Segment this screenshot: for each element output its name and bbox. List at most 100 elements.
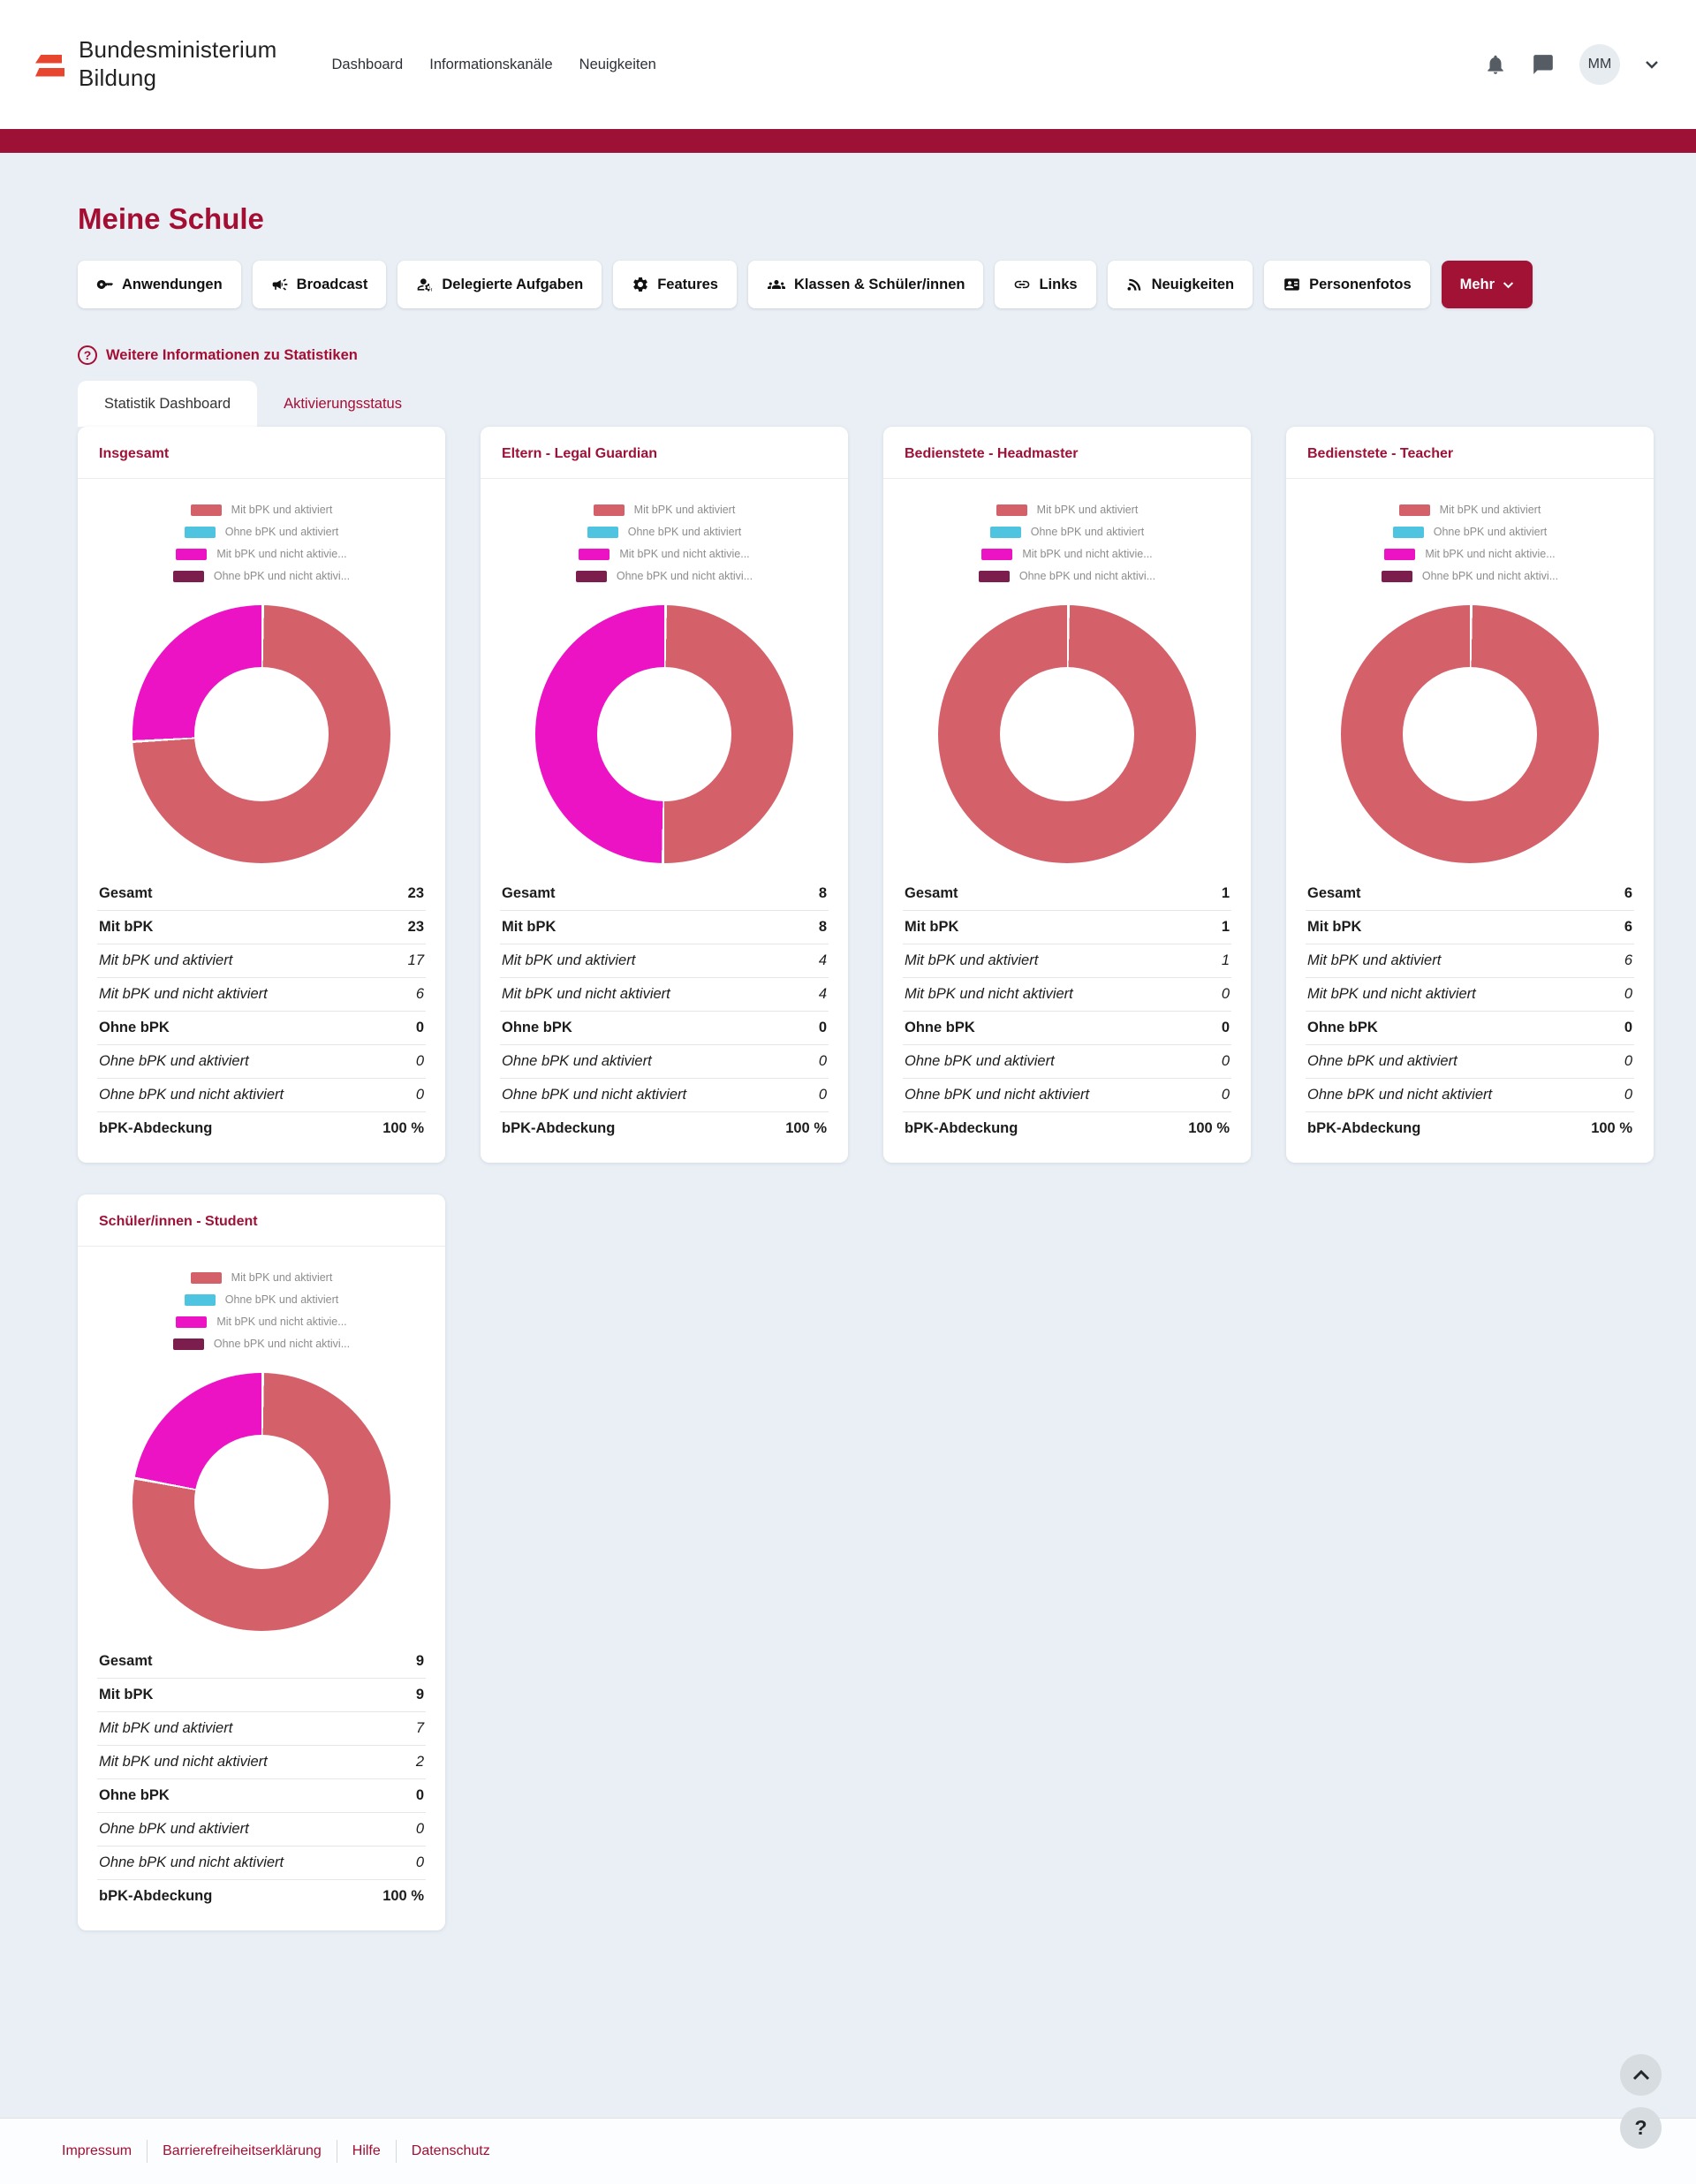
legend-swatch bbox=[593, 504, 625, 516]
stat-value: 1 bbox=[1221, 885, 1230, 901]
legend-swatch bbox=[575, 570, 607, 582]
legend-label: Mit bPK und aktiviert bbox=[231, 1271, 333, 1284]
stat-row: Mit bPK und aktiviert 7 bbox=[97, 1712, 426, 1746]
stat-row: Ohne bPK und aktiviert 0 bbox=[1306, 1045, 1634, 1079]
stat-value: 8 bbox=[818, 919, 827, 935]
stat-value: 100 % bbox=[382, 1120, 424, 1136]
personenfotos-button[interactable]: Personenfotos bbox=[1264, 261, 1430, 308]
gears-icon bbox=[633, 277, 647, 292]
legend-swatch bbox=[1384, 548, 1416, 560]
legend-item: Ohne bPK und aktiviert bbox=[1286, 526, 1654, 538]
id-card-icon bbox=[1284, 278, 1299, 291]
legend-swatch bbox=[1398, 504, 1430, 516]
question-circle-icon: ? bbox=[78, 345, 97, 365]
legend-item: Ohne bPK und nicht aktivi... bbox=[481, 570, 848, 582]
users-icon bbox=[767, 280, 785, 289]
donut-hole bbox=[597, 667, 731, 801]
stat-label: Gesamt bbox=[502, 885, 556, 901]
stat-value: 23 bbox=[407, 919, 424, 935]
footer-impressum-link[interactable]: Impressum bbox=[62, 2143, 132, 2158]
stat-value: 9 bbox=[415, 1687, 424, 1702]
card-title: Insgesamt bbox=[99, 446, 170, 461]
stat-value: 0 bbox=[818, 1087, 827, 1103]
stat-label: Mit bPK bbox=[905, 919, 959, 935]
footer-hilfe-link[interactable]: Hilfe bbox=[336, 2140, 396, 2163]
user-avatar[interactable]: MM bbox=[1579, 44, 1620, 85]
messages-chat-icon[interactable] bbox=[1532, 53, 1555, 76]
legend-item: Mit bPK und aktiviert bbox=[78, 1271, 445, 1284]
legend-swatch bbox=[190, 1271, 222, 1284]
help-button[interactable]: ? bbox=[1620, 2107, 1662, 2149]
donut-hole bbox=[194, 667, 329, 801]
brand-logo[interactable]: Bundesministerium Bildung bbox=[35, 36, 277, 92]
chart-legend: Mit bPK und aktiviert Ohne bPK und aktivi… bbox=[883, 504, 1251, 582]
statistics-card: Bedienstete - Headmaster Mit bPK und akt… bbox=[883, 427, 1251, 1163]
stat-row: Mit bPK und aktiviert 4 bbox=[500, 944, 829, 978]
legend-label: Ohne bPK und nicht aktivi... bbox=[1018, 570, 1156, 582]
stat-label: Ohne bPK bbox=[1307, 1020, 1378, 1035]
brand-line2: Bildung bbox=[79, 64, 157, 91]
stat-label: Mit bPK bbox=[99, 919, 154, 935]
statistics-table: Gesamt 1 Mit bPK 1 Mit bPK und aktiviert 1 Mit… bbox=[883, 872, 1251, 1163]
stat-label: Mit bPK und aktiviert bbox=[99, 1720, 233, 1736]
notifications-bell-icon[interactable] bbox=[1484, 53, 1507, 76]
app-header: Bundesministerium Bildung Dashboard Info… bbox=[0, 0, 1696, 129]
stat-row: Ohne bPK und nicht aktiviert 0 bbox=[97, 1847, 426, 1880]
legend-item: Mit bPK und nicht aktivie... bbox=[78, 548, 445, 560]
main-content: Meine Schule Anwendungen Broadcast Deleg… bbox=[0, 202, 1696, 1930]
legend-item: Mit bPK und aktiviert bbox=[78, 504, 445, 516]
donut-chart: Mit bPK und aktiviert Ohne bPK und aktivi… bbox=[1286, 479, 1654, 863]
stat-label: Ohne bPK bbox=[905, 1020, 975, 1035]
statistics-info-link[interactable]: ? Weitere Informationen zu Statistiken bbox=[78, 345, 358, 365]
legend-label: Mit bPK und nicht aktivie... bbox=[619, 548, 750, 560]
stat-row: Mit bPK 9 bbox=[97, 1679, 426, 1712]
statistics-card: Schüler/innen - Student Mit bPK und akti… bbox=[78, 1194, 445, 1930]
stat-label: bPK-Abdeckung bbox=[99, 1120, 213, 1136]
statistics-tabs: Statistik Dashboard Aktivierungsstatus bbox=[78, 381, 1654, 427]
footer-barrierefreiheit-link[interactable]: Barrierefreiheitserklärung bbox=[147, 2140, 337, 2163]
donut-hole bbox=[194, 1435, 329, 1569]
card-title: Eltern - Legal Guardian bbox=[502, 446, 658, 461]
chevron-down-icon bbox=[1503, 281, 1514, 288]
legend-label: Mit bPK und aktiviert bbox=[633, 504, 736, 516]
tab-statistik-dashboard[interactable]: Statistik Dashboard bbox=[78, 381, 258, 427]
card-header: Schüler/innen - Student bbox=[78, 1194, 445, 1247]
stat-row: Ohne bPK und nicht aktiviert 0 bbox=[500, 1079, 829, 1112]
nav-neuigkeiten[interactable]: Neuigkeiten bbox=[579, 56, 656, 72]
button-label: Klassen & Schüler/innen bbox=[793, 276, 965, 292]
stat-row: Mit bPK 8 bbox=[500, 911, 829, 944]
nav-dashboard[interactable]: Dashboard bbox=[331, 56, 404, 72]
stat-value: 0 bbox=[1624, 1020, 1632, 1035]
stat-label: Mit bPK und nicht aktiviert bbox=[905, 986, 1073, 1002]
stat-value: 6 bbox=[1624, 952, 1632, 968]
stat-label: Mit bPK und aktiviert bbox=[502, 952, 636, 968]
key-icon bbox=[96, 280, 114, 289]
stat-value: 0 bbox=[1624, 986, 1632, 1002]
stat-value: 0 bbox=[415, 1821, 424, 1837]
card-title: Schüler/innen - Student bbox=[99, 1214, 258, 1229]
footer-datenschutz-link[interactable]: Datenschutz bbox=[395, 2140, 505, 2163]
megaphone-icon bbox=[272, 278, 287, 291]
anwendungen-button[interactable]: Anwendungen bbox=[78, 261, 241, 308]
stat-value: 23 bbox=[407, 885, 424, 901]
scroll-to-top-button[interactable] bbox=[1620, 2054, 1662, 2096]
klassen-schueler-button[interactable]: Klassen & Schüler/innen bbox=[747, 261, 984, 308]
stat-value: 0 bbox=[1624, 1053, 1632, 1069]
stat-row: bPK-Abdeckung 100 % bbox=[97, 1880, 426, 1913]
stat-row: Ohne bPK 0 bbox=[97, 1012, 426, 1045]
features-button[interactable]: Features bbox=[613, 261, 737, 308]
user-menu-chevron-down-icon[interactable] bbox=[1645, 60, 1659, 69]
broadcast-button[interactable]: Broadcast bbox=[252, 261, 387, 308]
header-right: MM bbox=[1484, 44, 1659, 85]
nav-informationskanaele[interactable]: Informationskanäle bbox=[429, 56, 553, 72]
stat-label: Gesamt bbox=[99, 885, 153, 901]
tab-aktivierungsstatus[interactable]: Aktivierungsstatus bbox=[257, 381, 428, 427]
delegierte-aufgaben-button[interactable]: Delegierte Aufgaben bbox=[398, 261, 602, 308]
links-button[interactable]: Links bbox=[995, 261, 1096, 308]
mehr-button[interactable]: Mehr bbox=[1441, 261, 1533, 308]
stat-row: Mit bPK 6 bbox=[1306, 911, 1634, 944]
stat-label: Ohne bPK bbox=[99, 1020, 170, 1035]
neuigkeiten-button[interactable]: Neuigkeiten bbox=[1107, 261, 1253, 308]
stat-label: Mit bPK und nicht aktiviert bbox=[1307, 986, 1476, 1002]
stat-value: 0 bbox=[1221, 986, 1230, 1002]
